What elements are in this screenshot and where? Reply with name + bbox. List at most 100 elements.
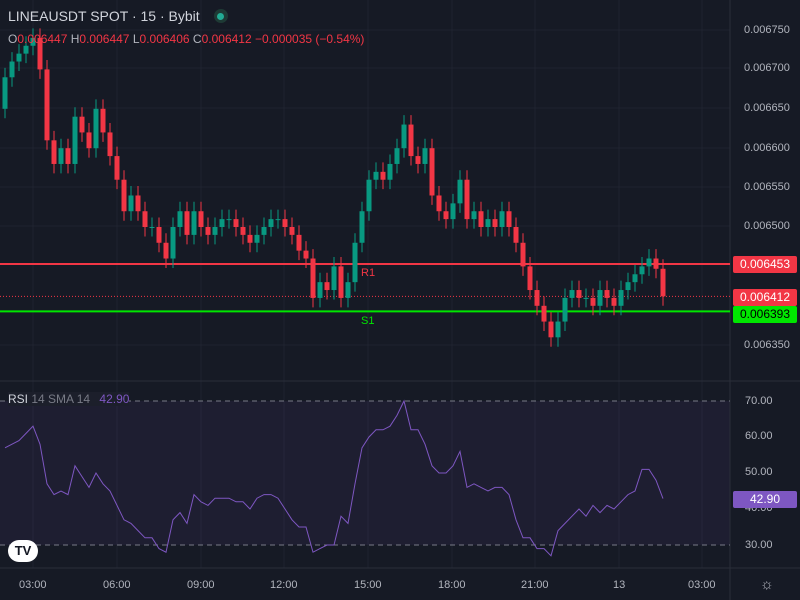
candle-body: [2, 77, 8, 109]
low-value: 0.006406: [139, 32, 190, 46]
candle-body: [198, 211, 204, 227]
high-label: H: [70, 32, 80, 46]
candle-body: [422, 148, 428, 164]
candle-body: [373, 171, 379, 180]
candle-body: [233, 219, 239, 227]
candle-body: [527, 266, 533, 291]
candle-body: [660, 268, 666, 297]
candle-body: [135, 195, 141, 212]
low-label: L: [132, 32, 140, 46]
candle-body: [492, 219, 498, 227]
candle-body: [324, 282, 330, 291]
candle-body: [121, 179, 127, 212]
price-tick: 0.006350: [744, 339, 790, 351]
price-tick: 0.006600: [744, 142, 790, 154]
candle-body: [639, 266, 645, 275]
candle-body: [163, 242, 169, 259]
candle-body: [16, 53, 22, 62]
candle-body: [611, 297, 617, 306]
rsi-legend[interactable]: RSI 14 SMA 14 42.90: [8, 392, 130, 406]
candle-body: [576, 290, 582, 298]
candle-body: [44, 69, 50, 141]
r1-price-tag: 0.006453: [733, 256, 797, 273]
rsi-value: 42.90: [99, 392, 130, 406]
candle-body: [653, 258, 659, 269]
open-label: O: [8, 32, 18, 46]
candle-body: [184, 211, 190, 235]
candle-body: [317, 282, 323, 298]
candle-body: [380, 171, 386, 180]
candle-body: [289, 227, 295, 235]
market-status-icon: [213, 9, 228, 23]
candle-body: [562, 297, 568, 322]
price-tick: 0.006650: [744, 102, 790, 114]
candle-body: [191, 211, 197, 235]
candle-body: [72, 116, 78, 164]
candle-body: [471, 211, 477, 220]
candle-body: [597, 290, 603, 306]
candle-body: [443, 211, 449, 220]
candle-body: [261, 227, 267, 235]
rsi-tick: 70.00: [745, 395, 773, 407]
rsi-value-tag: 42.90: [733, 491, 797, 508]
price-tick: 0.006500: [744, 220, 790, 232]
candle-body: [485, 219, 491, 227]
rsi-tick: 60.00: [745, 430, 773, 442]
candle-body: [296, 234, 302, 251]
candle-body: [51, 140, 57, 164]
time-tick: 15:00: [354, 579, 382, 591]
candle-body: [226, 219, 232, 221]
candle-body: [156, 227, 162, 243]
candle-body: [359, 211, 365, 243]
time-tick: 12:00: [270, 579, 298, 591]
candle-body: [9, 61, 15, 78]
candle-body: [520, 242, 526, 267]
chart-header: LINEAUSDT SPOT · 15 · Bybit: [8, 8, 228, 24]
price-tick: 0.006550: [744, 181, 790, 193]
candle-body: [352, 242, 358, 283]
open-value: 0.006447: [17, 32, 68, 46]
candle-body: [303, 250, 309, 259]
candle-body: [177, 211, 183, 227]
candle-body: [310, 258, 316, 298]
candle-body: [37, 37, 43, 70]
candle-body: [58, 148, 64, 164]
candle-body: [268, 219, 274, 227]
time-tick: 03:00: [19, 579, 47, 591]
price-tick: 0.006700: [744, 62, 790, 74]
settings-sun-icon[interactable]: ☼: [760, 576, 774, 593]
candle-body: [555, 321, 561, 338]
candle-body: [429, 148, 435, 196]
candle-body: [646, 258, 652, 267]
s1-label: S1: [361, 315, 375, 327]
rsi-name: RSI: [8, 392, 29, 406]
symbol-title[interactable]: LINEAUSDT SPOT · 15 · Bybit: [8, 8, 200, 24]
candle-body: [366, 179, 372, 212]
rsi-band: [0, 401, 730, 545]
candle-body: [100, 108, 106, 133]
candle-body: [618, 290, 624, 306]
candle-body: [219, 219, 225, 227]
candle-body: [513, 227, 519, 243]
candle-body: [23, 45, 29, 54]
candle-body: [240, 227, 246, 235]
tradingview-logo[interactable]: TV: [8, 540, 38, 562]
rsi-tick: 30.00: [745, 539, 773, 551]
time-tick: 03:00: [688, 579, 716, 591]
candle-body: [212, 227, 218, 235]
r1-label: R1: [361, 267, 376, 279]
candle-body: [478, 211, 484, 227]
candle-body: [569, 290, 575, 298]
high-value: 0.006447: [79, 32, 130, 46]
rsi-tick: 50.00: [745, 466, 773, 478]
rsi-line: [4, 399, 664, 557]
candle-body: [604, 290, 610, 298]
candle-body: [387, 163, 393, 180]
candle-body: [401, 124, 407, 149]
candle-body: [331, 266, 337, 291]
candle-body: [107, 132, 113, 157]
candle-body: [114, 156, 120, 180]
time-tick: 21:00: [521, 579, 549, 591]
close-value: 0.006412: [201, 32, 252, 46]
